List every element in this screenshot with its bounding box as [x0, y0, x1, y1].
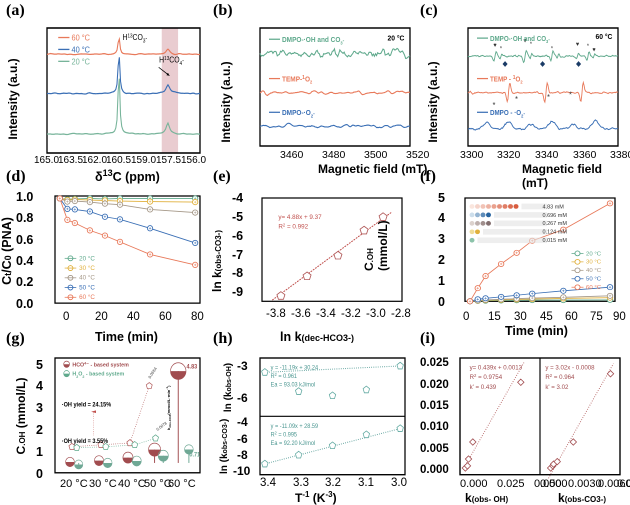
svg-text:R2 = 0.964: R2 = 0.964 [545, 373, 575, 381]
svg-text:DMPO-·OH and CO3-: DMPO-·OH and CO3- [490, 36, 550, 45]
svg-text:50 °C: 50 °C [586, 277, 601, 283]
svg-text:y= 4.88x + 9.37: y= 4.88x + 9.37 [278, 214, 322, 221]
svg-text:0.696 mM: 0.696 mM [543, 213, 567, 219]
svg-text:R2 = 0.961: R2 = 0.961 [271, 372, 297, 380]
svg-text:40 °C: 40 °C [71, 45, 90, 55]
svg-text:DMPO - ·O2-: DMPO - ·O2- [490, 110, 525, 119]
svg-text:4.83 mM: 4.83 mM [543, 204, 564, 210]
svg-text:0.71: 0.71 [189, 452, 201, 458]
svg-text:♥: ♥ [493, 43, 497, 49]
svg-text:4.83: 4.83 [186, 364, 197, 370]
svg-text:TEMP - 1O2: TEMP - 1O2 [490, 75, 523, 85]
svg-text:y = -11.19x + 30.24: y = -11.19x + 30.24 [271, 365, 319, 371]
svg-text:0.267 mM: 0.267 mM [543, 221, 567, 227]
svg-text:0.124 mM: 0.124 mM [543, 230, 567, 236]
svg-text:HCO4⁻ - based system: HCO4⁻ - based system [72, 361, 128, 368]
svg-text:y = -11.09x + 28.59: y = -11.09x + 28.59 [271, 424, 318, 430]
svg-text:*: * [569, 90, 572, 100]
svg-text:*: * [515, 95, 518, 105]
svg-text:♥: ♥ [592, 47, 596, 53]
svg-text:◆: ◆ [540, 61, 546, 68]
svg-text:50 °C: 50 °C [79, 283, 95, 291]
svg-text:Ea = 92.20 kJ/mol: Ea = 92.20 kJ/mol [271, 441, 316, 447]
svg-text:·OH yield = 24.15%: ·OH yield = 24.15% [62, 402, 111, 408]
svg-text:♥: ♥ [576, 42, 580, 48]
svg-text:0.015 mM: 0.015 mM [543, 238, 567, 244]
svg-text:30 °C: 30 °C [586, 260, 601, 266]
svg-text:60 °C: 60 °C [586, 285, 601, 291]
svg-text:60 °C: 60 °C [79, 293, 95, 301]
svg-text:60 °C: 60 °C [596, 33, 613, 41]
svg-text:*: * [547, 93, 550, 103]
svg-text:H2O2 - based system: H2O2 - based system [72, 372, 124, 379]
svg-text:20 °C: 20 °C [586, 251, 601, 257]
svg-text:·OH yield = 3.55%: ·OH yield = 3.55% [62, 439, 108, 445]
svg-text:40 °C: 40 °C [586, 268, 601, 274]
svg-text:20 °C: 20 °C [388, 34, 405, 42]
svg-text:H13CO3-: H13CO3- [122, 32, 147, 44]
svg-text:20 °C: 20 °C [79, 254, 95, 262]
svg-text:*: * [493, 100, 496, 110]
svg-text:40 °C: 40 °C [79, 274, 95, 282]
svg-text:Ea = 93.03 kJ/mol: Ea = 93.03 kJ/mol [271, 382, 316, 388]
svg-text:*: * [500, 46, 503, 52]
svg-text:k' = 0.439: k' = 0.439 [470, 384, 497, 391]
svg-text:y= 0.439x + 0.0013: y= 0.439x + 0.0013 [470, 365, 523, 372]
svg-text:y = 3.02x - 0.0008: y = 3.02x - 0.0008 [545, 365, 595, 372]
svg-text:R2 = 0.9754: R2 = 0.9754 [470, 373, 503, 381]
svg-text:R2 = 0.992: R2 = 0.992 [278, 223, 308, 231]
svg-text:k' = 3.02: k' = 3.02 [545, 384, 569, 391]
svg-text:*: * [587, 44, 590, 50]
svg-text:R2 = 0.995: R2 = 0.995 [271, 430, 297, 438]
svg-text:0.0554: 0.0554 [147, 365, 158, 379]
svg-text:30 °C: 30 °C [79, 264, 95, 272]
svg-text:TEMP-1O2: TEMP-1O2 [282, 75, 313, 85]
svg-text:DMPO-·OH and CO3-: DMPO-·OH and CO3- [282, 37, 345, 46]
svg-text:20 °C: 20 °C [71, 57, 90, 67]
svg-text:DMPO-·O2-: DMPO-·O2- [282, 110, 315, 119]
svg-text:◆: ◆ [576, 61, 582, 68]
svg-text:◆: ◆ [503, 61, 509, 68]
svg-text:60 °C: 60 °C [71, 33, 90, 43]
